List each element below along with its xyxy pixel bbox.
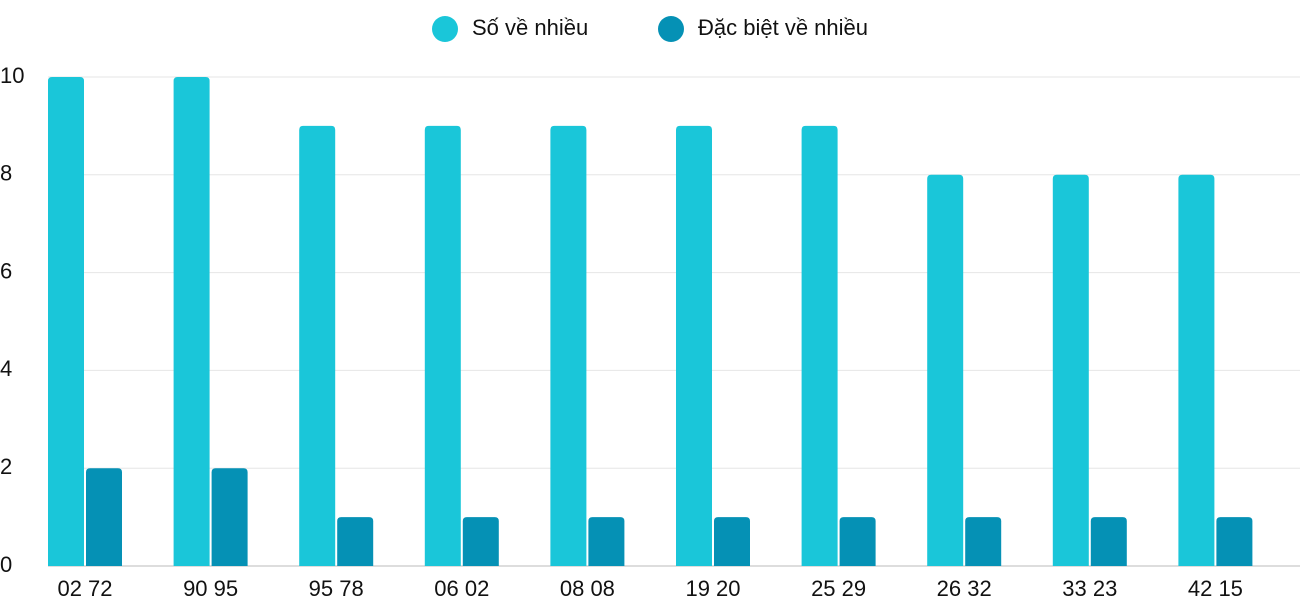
bar	[299, 125, 336, 567]
bar	[1090, 517, 1127, 566]
bar	[211, 468, 248, 566]
y-tick-label: 2	[0, 454, 12, 479]
y-tick-label: 10	[0, 63, 24, 88]
x-tick-label: 19 20	[685, 576, 740, 600]
legend-label: Đặc biệt về nhiều	[698, 15, 868, 40]
y-tick-label: 0	[0, 552, 12, 577]
x-tick-label: 08 08	[560, 576, 615, 600]
x-tick-label: 26 32	[937, 576, 992, 600]
x-tick-label: 90 95	[183, 576, 238, 600]
bar	[1178, 174, 1215, 567]
y-tick-label: 8	[0, 161, 12, 186]
x-tick-label: 95 78	[309, 576, 364, 600]
bar	[1216, 517, 1253, 566]
bar	[173, 77, 210, 566]
x-tick-label: 06 02	[434, 576, 489, 600]
bar	[424, 125, 461, 567]
bar	[676, 125, 712, 567]
bar	[588, 517, 625, 566]
legend-swatch	[658, 16, 684, 42]
bar	[839, 517, 876, 566]
legend-swatch	[432, 16, 458, 42]
bar	[1052, 174, 1089, 567]
bar	[927, 174, 964, 567]
bar	[48, 77, 84, 566]
bar	[550, 125, 587, 567]
bar	[462, 517, 499, 566]
legend-label: Số về nhiều	[472, 15, 588, 40]
x-tick-label: 33 23	[1062, 576, 1117, 600]
x-tick-label: 02 72	[57, 576, 112, 600]
x-tick-label: 42 15	[1188, 576, 1243, 600]
bar	[86, 468, 122, 566]
y-tick-label: 6	[0, 258, 12, 283]
x-tick-label: 25 29	[811, 576, 866, 600]
bar	[337, 517, 374, 566]
bar	[714, 517, 750, 566]
y-tick-label: 4	[0, 356, 12, 381]
bar	[801, 125, 838, 567]
bar	[965, 517, 1002, 566]
